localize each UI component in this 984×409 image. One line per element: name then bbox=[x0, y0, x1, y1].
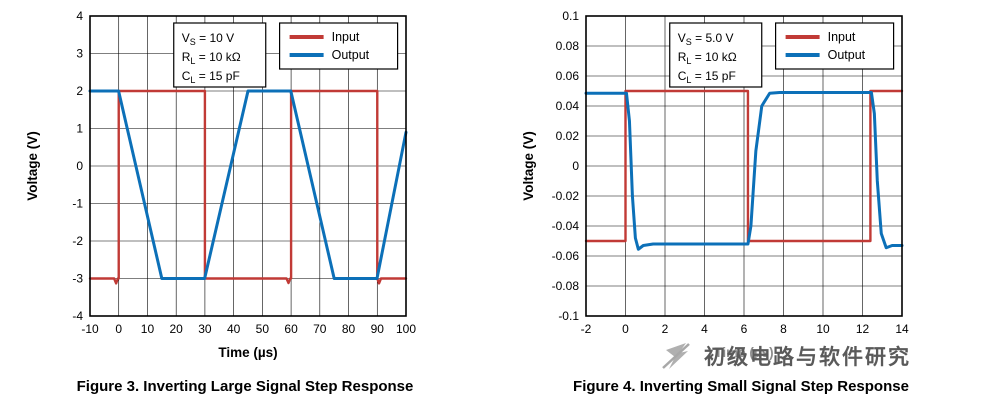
x-tick-label: -2 bbox=[581, 322, 592, 336]
y-tick-label: 0.02 bbox=[556, 129, 580, 143]
legend: Input Output bbox=[775, 22, 895, 70]
figures-row: -10 0 10 20 30 40 50 60 70 80 90 100 4 3 2 1 0 -1 -2 -3 -4 Ti… bbox=[20, 2, 966, 395]
condition-line: VS = 5.0 V bbox=[678, 31, 734, 47]
y-tick-label: -4 bbox=[72, 309, 83, 323]
x-tick-label: 4 bbox=[701, 322, 708, 336]
figure-3: -10 0 10 20 30 40 50 60 70 80 90 100 4 3 2 1 0 -1 -2 -3 -4 Ti… bbox=[20, 2, 470, 395]
watermark: 初级电路与软件研究 bbox=[648, 334, 921, 378]
y-tick-label: -0.1 bbox=[558, 309, 579, 323]
y-tick-label: 0 bbox=[572, 159, 579, 173]
x-tick-label: 6 bbox=[741, 322, 748, 336]
small-signal-step-response-chart: -2 0 2 4 6 8 10 12 14 0.1 0.08 0.06 0.04 0.02 0 -0.02 -0… bbox=[521, 9, 909, 360]
y-tick-label: 0.06 bbox=[556, 69, 580, 83]
x-tick-label: 0 bbox=[115, 322, 122, 336]
y-axis-label: Voltage (V) bbox=[521, 131, 536, 201]
x-tick-label: 40 bbox=[227, 322, 241, 336]
series-input-line bbox=[88, 89, 408, 285]
legend-label: Output bbox=[332, 48, 370, 62]
x-tick-label: 100 bbox=[396, 322, 416, 336]
condition-line: CL = 15 pF bbox=[182, 69, 240, 85]
y-tick-label: -3 bbox=[72, 272, 83, 286]
figure-4-caption: Figure 4. Inverting Small Signal Step Re… bbox=[573, 378, 909, 395]
y-tick-label: -1 bbox=[72, 197, 83, 211]
x-tick-label: 50 bbox=[256, 322, 270, 336]
conditions-box: VS = 10 V RL = 10 kΩ CL = 15 pF bbox=[173, 22, 267, 88]
legend-label: Output bbox=[828, 48, 866, 62]
y-tick-label: -0.02 bbox=[552, 189, 580, 203]
x-tick-label: 0 bbox=[622, 322, 629, 336]
y-tick-label: 0 bbox=[76, 159, 83, 173]
series-output-line bbox=[88, 89, 408, 280]
condition-line: RL = 10 kΩ bbox=[678, 50, 737, 66]
tick-labels: -2 0 2 4 6 8 10 12 14 0.1 0.08 0.06 0.04 0.02 0 -0.02 -0… bbox=[552, 9, 909, 336]
x-tick-label: 2 bbox=[662, 322, 669, 336]
y-tick-label: 2 bbox=[76, 84, 83, 98]
figure-4: -2 0 2 4 6 8 10 12 14 0.1 0.08 0.06 0.04 0.02 0 -0.02 -0… bbox=[516, 2, 966, 395]
x-tick-label: 80 bbox=[342, 322, 356, 336]
x-tick-label: -10 bbox=[81, 322, 99, 336]
y-tick-label: -0.08 bbox=[552, 279, 580, 293]
y-tick-label: -0.04 bbox=[552, 219, 580, 233]
condition-line: CL = 15 pF bbox=[678, 69, 736, 85]
x-tick-label: 14 bbox=[895, 322, 909, 336]
x-tick-label: 30 bbox=[198, 322, 212, 336]
y-tick-label: 0.08 bbox=[556, 39, 580, 53]
y-tick-label: 0.1 bbox=[562, 9, 579, 23]
legend-label: Input bbox=[828, 30, 856, 44]
figure-3-caption: Figure 3. Inverting Large Signal Step Re… bbox=[76, 378, 414, 395]
x-tick-label: 10 bbox=[141, 322, 155, 336]
x-tick-label: 90 bbox=[371, 322, 385, 336]
watermark-logo bbox=[662, 343, 690, 369]
condition-line: RL = 10 kΩ bbox=[182, 50, 241, 66]
series-output-line bbox=[584, 91, 904, 251]
y-tick-label: 3 bbox=[76, 47, 83, 61]
y-tick-label: 4 bbox=[76, 9, 83, 23]
x-tick-label: 10 bbox=[816, 322, 830, 336]
y-tick-label: 0.04 bbox=[556, 99, 580, 113]
large-signal-step-response-chart: -10 0 10 20 30 40 50 60 70 80 90 10043210-1-2-3-4Ti… bbox=[25, 9, 416, 360]
series-input-line bbox=[584, 89, 904, 243]
watermark-text: 初级电路与软件研究 bbox=[704, 346, 911, 369]
y-tick-label: 1 bbox=[76, 122, 83, 136]
y-tick-label: -2 bbox=[72, 234, 83, 248]
x-tick-label: 20 bbox=[170, 322, 184, 336]
legend: Input Output bbox=[279, 22, 399, 70]
x-axis-label: Time (µs) bbox=[218, 345, 277, 360]
conditions-box: VS = 5.0 V RL = 10 kΩ CL = 15 pF bbox=[669, 22, 763, 88]
x-tick-label: 60 bbox=[284, 322, 298, 336]
x-tick-label: 8 bbox=[780, 322, 787, 336]
x-tick-label: 12 bbox=[856, 322, 870, 336]
y-tick-label: -0.06 bbox=[552, 249, 580, 263]
legend-label: Input bbox=[332, 30, 360, 44]
y-axis-label: Voltage (V) bbox=[25, 131, 40, 201]
plot-border bbox=[89, 15, 407, 317]
condition-line: VS = 10 V bbox=[182, 31, 234, 47]
x-tick-label: 70 bbox=[313, 322, 327, 336]
plot-border bbox=[585, 15, 903, 317]
